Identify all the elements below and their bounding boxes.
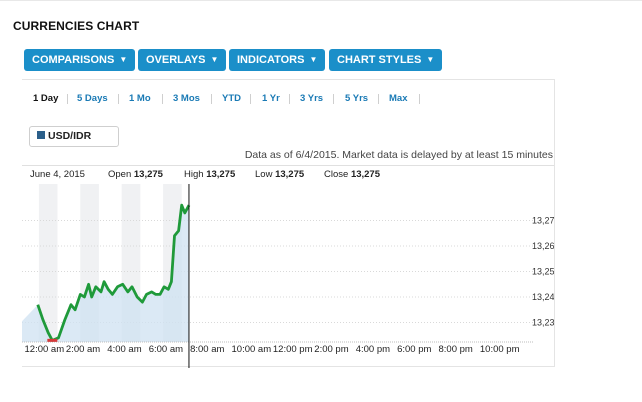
- chart-panel: 1 Day 5 Days 1 Mo 3 Mos YTD 1 Yr 3 Yrs 5…: [22, 79, 555, 368]
- range-separator: [378, 94, 379, 104]
- range-separator: [333, 94, 334, 104]
- top-divider: [0, 0, 642, 1]
- range-separator: [118, 94, 119, 104]
- series-line: [36, 203, 191, 342]
- open-label: Open: [108, 169, 132, 180]
- quote-date: June 4, 2015: [30, 169, 85, 180]
- range-tab-3-yrs[interactable]: 3 Yrs: [300, 93, 324, 104]
- range-tab-1-mo[interactable]: 1 Mo: [129, 93, 151, 104]
- comparisons-menu-button[interactable]: COMPARISONS ▼: [24, 49, 136, 71]
- x-tick-label: 12:00 pm: [273, 344, 313, 355]
- range-separator: [211, 94, 212, 104]
- quote-high: High 13,275: [184, 166, 235, 183]
- range-tab-1-day[interactable]: 1 Day: [33, 93, 59, 104]
- range-separator: [67, 94, 68, 104]
- low-label: Low: [255, 169, 273, 180]
- indicators-menu-button[interactable]: INDICATORS ▼: [229, 49, 326, 71]
- y-tick-label: 13,25: [532, 267, 554, 277]
- range-tab-ytd[interactable]: YTD: [222, 93, 241, 104]
- high-label: High: [184, 169, 204, 180]
- chart-styles-button-label: CHART STYLES: [337, 54, 422, 66]
- close-label: Close: [324, 169, 349, 180]
- range-tab-1-yr[interactable]: 1 Yr: [262, 93, 280, 104]
- x-tick-label: 4:00 am: [107, 344, 141, 355]
- quote-bar: June 4, 2015 Open 13,275 High 13,275 Low…: [22, 165, 554, 184]
- range-tab-max[interactable]: Max: [389, 93, 408, 104]
- x-tick-label: 8:00 pm: [439, 344, 473, 355]
- x-tick-label: 10:00 am: [232, 344, 272, 355]
- y-tick-label: 13,23: [532, 318, 554, 328]
- range-tab-5-yrs[interactable]: 5 Yrs: [345, 93, 369, 104]
- y-tick-label: 13,26: [532, 241, 554, 251]
- indicators-button-label: INDICATORS: [237, 54, 305, 66]
- data-delay-note: Data as of 6/4/2015. Market data is dela…: [244, 149, 553, 161]
- x-tick-label: 8:00 am: [190, 344, 224, 355]
- symbol-chip[interactable]: USD/IDR: [29, 126, 119, 147]
- caret-down-icon: ▼: [119, 55, 128, 64]
- x-tick-label: 12:00 am: [25, 344, 65, 355]
- overlays-button-label: OVERLAYS: [146, 54, 206, 66]
- range-separator: [162, 94, 163, 104]
- range-tab-3-mos[interactable]: 3 Mos: [173, 93, 200, 104]
- quote-close: Close 13,275: [324, 166, 380, 183]
- series-area: [22, 205, 189, 342]
- chart-styles-menu-button[interactable]: CHART STYLES ▼: [329, 49, 443, 71]
- quote-low: Low 13,275: [255, 166, 304, 183]
- range-tab-5-days[interactable]: 5 Days: [77, 93, 108, 104]
- page-title: CURRENCIES CHART: [13, 19, 140, 33]
- y-tick-label: 13,27: [532, 216, 554, 226]
- caret-down-icon: ▼: [210, 55, 219, 64]
- x-tick-label: 4:00 pm: [356, 344, 390, 355]
- y-tick-label: 13,24: [532, 292, 554, 302]
- close-value: 13,275: [350, 169, 380, 180]
- symbol-label: USD/IDR: [48, 130, 92, 142]
- hour-band: [38, 184, 58, 342]
- comparisons-button-label: COMPARISONS: [32, 54, 115, 66]
- x-tick-label: 6:00 pm: [397, 344, 431, 355]
- x-tick-label: 2:00 am: [66, 344, 100, 355]
- range-separator: [419, 94, 420, 104]
- range-separator: [250, 94, 251, 104]
- series-color-swatch: [37, 131, 45, 139]
- x-tick-label: 2:00 pm: [314, 344, 348, 355]
- overlays-menu-button[interactable]: OVERLAYS ▼: [138, 49, 227, 71]
- caret-down-icon: ▼: [309, 55, 318, 64]
- open-value: 13,275: [133, 169, 163, 180]
- high-value: 13,275: [206, 169, 236, 180]
- range-separator: [289, 94, 290, 104]
- low-value: 13,275: [275, 169, 305, 180]
- x-tick-label: 6:00 am: [149, 344, 183, 355]
- x-tick-label: 10:00 pm: [480, 344, 520, 355]
- price-chart[interactable]: 13,27 13,26 13,25 13,24 13,23 12:00 am 2:00 am…: [22, 80, 554, 368]
- caret-down-icon: ▼: [426, 55, 435, 64]
- quote-open: Open 13,275: [108, 166, 163, 183]
